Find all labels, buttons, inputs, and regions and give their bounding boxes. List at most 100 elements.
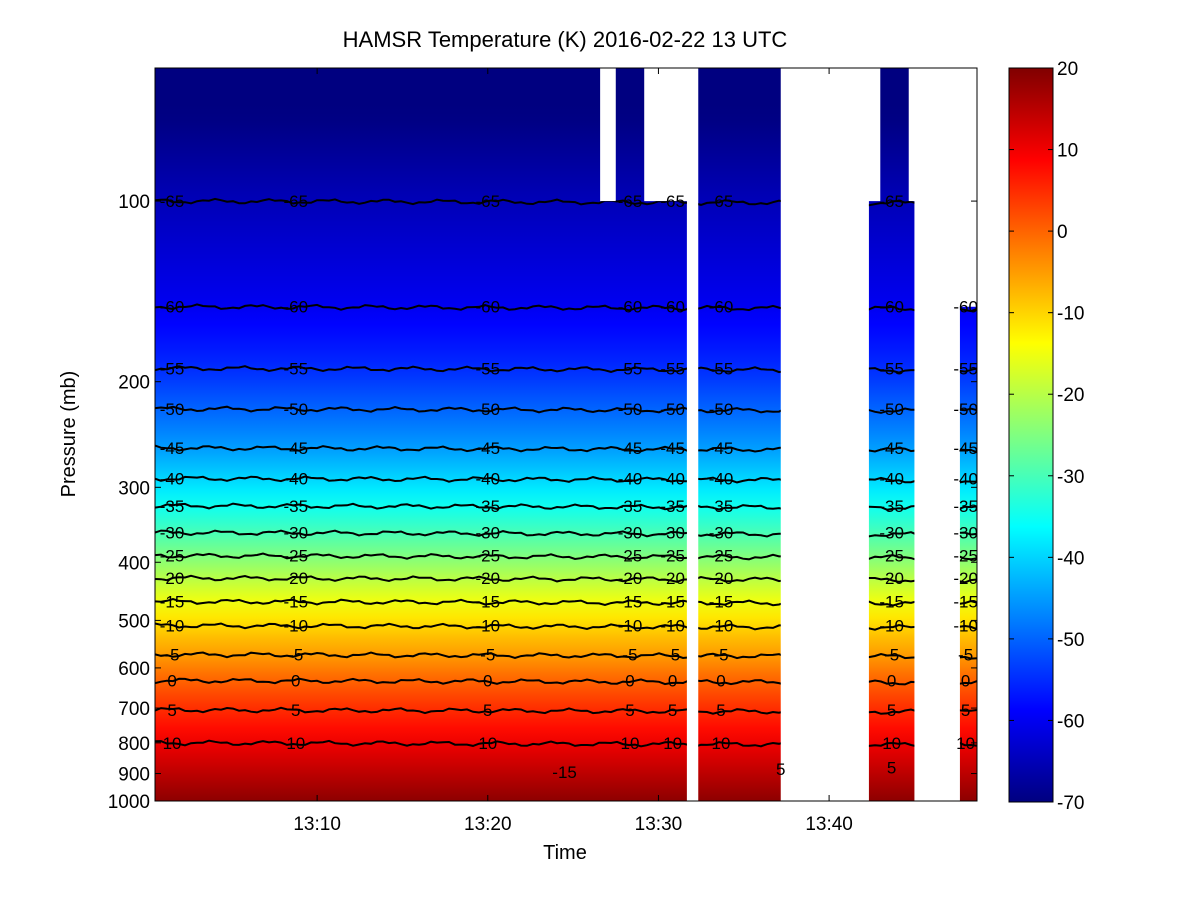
colorbar-tick-label: -40 — [1057, 548, 1084, 569]
contour-label: -65 — [284, 192, 309, 211]
contour-label: -30 — [475, 524, 500, 543]
colorbar-tick-label: -30 — [1057, 467, 1084, 488]
x-tick-label: 13:30 — [635, 814, 683, 835]
y-tick-label: 1000 — [108, 792, 150, 813]
colorbar-frame — [1008, 67, 1054, 803]
contour-label: -15 — [618, 593, 643, 612]
contour-label: -60 — [284, 298, 309, 317]
contour-label: -50 — [709, 400, 734, 419]
contour-label: -5 — [288, 646, 303, 665]
contour-label: 10 — [882, 734, 901, 753]
y-tick-label: 800 — [118, 734, 150, 755]
contour-label: -20 — [160, 569, 185, 588]
contour-label: -55 — [953, 359, 978, 378]
colorbar-tick-label: 20 — [1057, 59, 1078, 80]
contour-label: -25 — [284, 547, 309, 566]
contour-label: 5 — [961, 701, 970, 720]
contour-label: -30 — [953, 524, 978, 543]
contour-label: -45 — [879, 439, 904, 458]
contour-label: -10 — [953, 617, 978, 636]
contour-label: -10 — [284, 617, 309, 636]
contour-label: -60 — [475, 298, 500, 317]
contour-label: -55 — [618, 359, 643, 378]
y-tick-label: 300 — [118, 478, 150, 499]
contour-label: -50 — [660, 400, 685, 419]
contour-label: -65 — [475, 192, 500, 211]
contour-label: -5 — [884, 646, 899, 665]
contour-label: 10 — [712, 734, 731, 753]
contour-label: -20 — [709, 569, 734, 588]
contour-label: 5 — [887, 701, 896, 720]
contour-label: -60 — [879, 298, 904, 317]
contour-label: -30 — [284, 524, 309, 543]
contour-label: -5 — [480, 646, 495, 665]
contour-label: -40 — [475, 469, 500, 488]
contour-label: -15 — [552, 763, 577, 782]
contour-label: -55 — [879, 359, 904, 378]
y-tick-label: 900 — [118, 765, 150, 786]
y-tick-label: 700 — [118, 699, 150, 720]
contour-label: -65 — [879, 192, 904, 211]
contour-label: -45 — [709, 439, 734, 458]
contour-label: 0 — [668, 672, 677, 691]
contour-label: -40 — [284, 469, 309, 488]
contour-label: -65 — [618, 192, 643, 211]
contour-label: 0 — [167, 672, 176, 691]
contour-label: -65 — [160, 192, 185, 211]
contour-label: -15 — [660, 593, 685, 612]
contour-label: -5 — [622, 646, 637, 665]
contour-label: -45 — [660, 439, 685, 458]
contour-label: -20 — [284, 569, 309, 588]
x-axis-label: Time — [543, 842, 587, 864]
contour-label: -50 — [475, 400, 500, 419]
plot-frame — [154, 67, 978, 802]
y-tick-label: 200 — [118, 373, 150, 394]
colorbar-tick-label: -20 — [1057, 385, 1084, 406]
colorbar-tick-label: 0 — [1057, 222, 1068, 243]
contour-label: -45 — [953, 439, 978, 458]
y-tick-label: 100 — [118, 192, 150, 213]
contour-label: -25 — [879, 547, 904, 566]
contour-label: -20 — [879, 569, 904, 588]
contour-label: -10 — [475, 617, 500, 636]
contour-label: -35 — [618, 497, 643, 516]
contour-label: -60 — [618, 298, 643, 317]
contour-label: -35 — [709, 497, 734, 516]
contour-label: 5 — [483, 701, 492, 720]
contour-label: -10 — [879, 617, 904, 636]
contour-label: -60 — [660, 298, 685, 317]
contour-label: -35 — [475, 497, 500, 516]
contour-label: -35 — [879, 497, 904, 516]
contour-label: -50 — [953, 400, 978, 419]
colorbar-tick-label: 10 — [1057, 141, 1078, 162]
contour-label: 5 — [887, 759, 896, 778]
contour-label: -55 — [475, 359, 500, 378]
x-axis-ticks: 13:10 13:20 13:30 13:40 — [293, 68, 853, 835]
contour-label: 5 — [668, 701, 677, 720]
contour-label: -25 — [160, 547, 185, 566]
plot-area: -65 -65 -65 -65 -65 -65 -65-60 -60 -60 -60 -60 -60-… — [108, 67, 978, 835]
contour-label: -40 — [709, 469, 734, 488]
contour-label: -15 — [475, 593, 500, 612]
contour-label: 5 — [716, 701, 725, 720]
contour-label: -25 — [953, 547, 978, 566]
contour-labels: -65 -65 -65 -65 -65 -65 -65-60 -60 -60 -60 -60 -60-… — [160, 192, 978, 782]
y-tick-label: 500 — [118, 611, 150, 632]
contour-label: -25 — [618, 547, 643, 566]
contour-label: -10 — [660, 617, 685, 636]
contour-label: -50 — [284, 400, 309, 419]
contour-label: -5 — [713, 646, 728, 665]
contour-label: -60 — [953, 298, 978, 317]
contour-label: -65 — [660, 192, 685, 211]
contour-label: -20 — [475, 569, 500, 588]
contour-label: -35 — [953, 497, 978, 516]
contour-label: -20 — [953, 569, 978, 588]
contour-label: 0 — [291, 672, 300, 691]
y-axis-label: Pressure (mb) — [58, 371, 80, 498]
contour-label: 0 — [716, 672, 725, 691]
contour-label: -10 — [709, 617, 734, 636]
contour-label: -30 — [618, 524, 643, 543]
contour-label: -60 — [160, 298, 185, 317]
